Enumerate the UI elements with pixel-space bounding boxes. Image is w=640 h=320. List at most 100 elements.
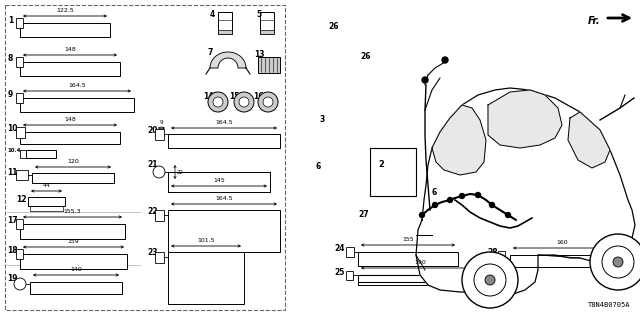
Circle shape xyxy=(153,166,165,178)
Text: 9: 9 xyxy=(160,120,163,125)
Text: 21: 21 xyxy=(147,160,157,169)
Circle shape xyxy=(474,264,506,296)
Text: 122.5: 122.5 xyxy=(56,8,74,13)
Circle shape xyxy=(485,275,495,285)
Circle shape xyxy=(419,212,424,218)
Bar xyxy=(218,12,232,34)
Polygon shape xyxy=(210,52,246,68)
Bar xyxy=(26,150,56,158)
Text: 10: 10 xyxy=(7,124,17,133)
Circle shape xyxy=(263,97,273,107)
Text: 155.3: 155.3 xyxy=(64,209,81,214)
Polygon shape xyxy=(568,112,610,168)
Bar xyxy=(20,224,125,239)
Text: 20: 20 xyxy=(147,126,157,135)
Circle shape xyxy=(258,92,278,112)
Text: 16: 16 xyxy=(253,92,264,101)
Bar xyxy=(20,62,120,76)
Circle shape xyxy=(590,234,640,290)
Text: 190: 190 xyxy=(414,260,426,265)
Text: 148: 148 xyxy=(64,47,76,52)
Circle shape xyxy=(442,57,448,63)
Text: 10.4: 10.4 xyxy=(7,148,20,153)
Circle shape xyxy=(602,246,634,278)
Bar xyxy=(260,12,274,34)
Bar xyxy=(16,18,23,28)
Circle shape xyxy=(433,203,438,207)
Circle shape xyxy=(476,193,481,197)
Text: 6: 6 xyxy=(315,162,320,171)
Text: 18: 18 xyxy=(7,246,18,255)
Text: 5: 5 xyxy=(256,10,261,19)
Text: 24: 24 xyxy=(334,244,344,253)
Text: 15: 15 xyxy=(229,92,239,101)
Text: 164.5: 164.5 xyxy=(68,83,86,88)
Text: 22: 22 xyxy=(177,170,184,174)
Bar xyxy=(16,170,28,180)
Bar xyxy=(20,23,110,37)
Bar xyxy=(20,254,127,269)
Text: 148: 148 xyxy=(64,117,76,122)
Text: 164.5: 164.5 xyxy=(215,120,233,125)
Text: 13: 13 xyxy=(254,50,264,59)
Text: 4: 4 xyxy=(210,10,215,19)
Circle shape xyxy=(239,97,249,107)
Bar xyxy=(155,252,164,263)
Bar xyxy=(168,252,244,304)
Text: 27: 27 xyxy=(358,210,369,219)
Bar xyxy=(30,206,63,211)
Circle shape xyxy=(447,197,452,203)
Text: Fr.: Fr. xyxy=(588,16,600,26)
Text: 44: 44 xyxy=(42,183,51,188)
Circle shape xyxy=(14,278,26,290)
Bar xyxy=(260,30,274,34)
Bar xyxy=(5,5,285,310)
Circle shape xyxy=(613,257,623,267)
Text: 22: 22 xyxy=(147,207,157,216)
Circle shape xyxy=(208,92,228,112)
Bar xyxy=(370,148,416,196)
Polygon shape xyxy=(432,105,486,175)
Bar xyxy=(16,57,23,67)
Text: 6: 6 xyxy=(432,188,437,197)
Bar xyxy=(16,249,23,259)
Text: 26: 26 xyxy=(360,52,371,61)
Bar xyxy=(346,271,353,280)
Text: 101.5: 101.5 xyxy=(197,238,215,243)
Circle shape xyxy=(506,212,511,218)
Bar xyxy=(358,252,458,266)
Text: 164.5: 164.5 xyxy=(215,196,233,201)
Text: 2: 2 xyxy=(378,160,384,169)
Bar xyxy=(16,93,23,103)
Text: 1: 1 xyxy=(8,16,13,25)
Bar xyxy=(258,57,280,73)
Text: 26: 26 xyxy=(328,22,339,31)
Circle shape xyxy=(490,203,495,207)
Bar xyxy=(20,98,134,112)
Text: 28: 28 xyxy=(487,248,498,257)
Text: 155: 155 xyxy=(402,237,414,242)
Bar xyxy=(16,219,23,229)
Text: 17: 17 xyxy=(7,216,18,225)
Text: 9: 9 xyxy=(8,90,13,99)
Text: 140: 140 xyxy=(70,267,82,272)
Polygon shape xyxy=(416,88,635,295)
Circle shape xyxy=(422,77,428,83)
Bar xyxy=(168,134,280,148)
Text: 14: 14 xyxy=(203,92,214,101)
Text: 8: 8 xyxy=(8,54,13,63)
Bar xyxy=(155,210,164,221)
Text: 7: 7 xyxy=(207,48,212,57)
Text: 19: 19 xyxy=(7,274,17,283)
Bar xyxy=(510,255,614,267)
Text: T8N4B0705A: T8N4B0705A xyxy=(588,302,630,308)
Circle shape xyxy=(213,97,223,107)
Bar xyxy=(498,251,505,260)
Polygon shape xyxy=(488,90,562,148)
Text: 160: 160 xyxy=(556,240,568,245)
Text: 3: 3 xyxy=(320,115,325,124)
Text: 11: 11 xyxy=(7,168,17,177)
Bar xyxy=(155,129,164,140)
Circle shape xyxy=(460,194,465,198)
Text: 12: 12 xyxy=(16,195,26,204)
